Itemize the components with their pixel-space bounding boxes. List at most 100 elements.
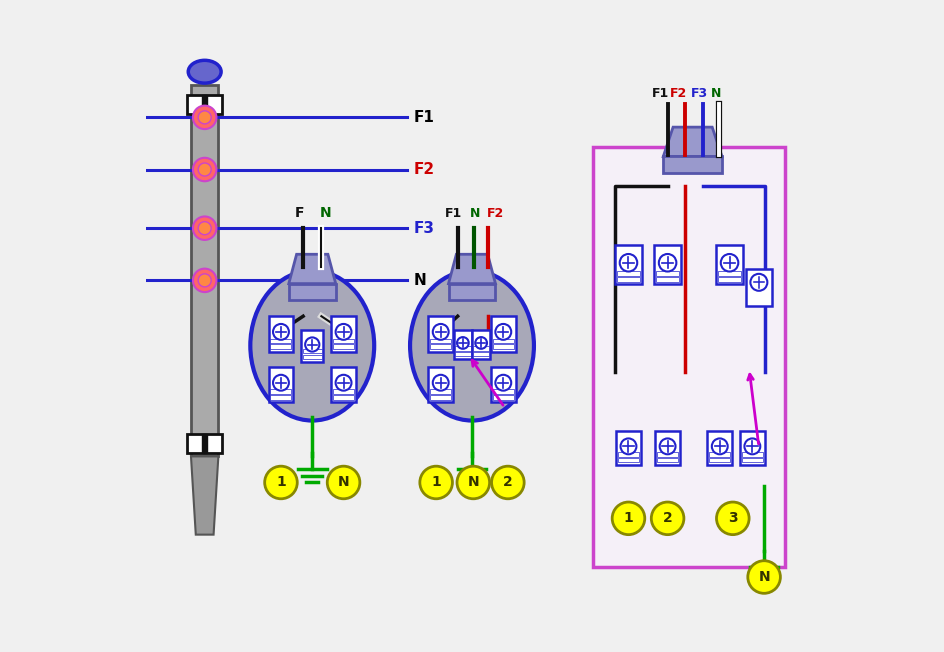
FancyBboxPatch shape bbox=[270, 344, 292, 349]
Circle shape bbox=[475, 337, 487, 349]
Circle shape bbox=[198, 274, 211, 287]
FancyBboxPatch shape bbox=[270, 338, 292, 343]
Text: N: N bbox=[758, 570, 770, 584]
FancyBboxPatch shape bbox=[473, 346, 489, 351]
Text: 2: 2 bbox=[663, 511, 672, 526]
Circle shape bbox=[745, 438, 760, 454]
Circle shape bbox=[492, 466, 524, 499]
Text: N: N bbox=[711, 87, 721, 100]
Text: N: N bbox=[470, 207, 480, 220]
Circle shape bbox=[305, 338, 319, 351]
Text: 1: 1 bbox=[276, 475, 286, 490]
FancyBboxPatch shape bbox=[430, 338, 451, 343]
Circle shape bbox=[198, 111, 211, 124]
Circle shape bbox=[619, 254, 637, 271]
Circle shape bbox=[193, 269, 216, 292]
Circle shape bbox=[457, 466, 490, 499]
FancyBboxPatch shape bbox=[493, 395, 514, 400]
Ellipse shape bbox=[250, 271, 374, 421]
FancyBboxPatch shape bbox=[430, 344, 451, 349]
Text: N: N bbox=[413, 273, 426, 288]
Circle shape bbox=[716, 502, 750, 535]
FancyBboxPatch shape bbox=[187, 434, 222, 453]
Circle shape bbox=[659, 254, 676, 271]
FancyBboxPatch shape bbox=[430, 389, 451, 394]
FancyBboxPatch shape bbox=[430, 395, 451, 400]
FancyBboxPatch shape bbox=[615, 245, 642, 284]
Text: N: N bbox=[319, 206, 331, 220]
FancyBboxPatch shape bbox=[657, 452, 678, 456]
FancyBboxPatch shape bbox=[187, 95, 222, 114]
Circle shape bbox=[748, 561, 781, 593]
Circle shape bbox=[721, 254, 738, 271]
FancyBboxPatch shape bbox=[269, 366, 294, 402]
FancyBboxPatch shape bbox=[333, 338, 354, 343]
FancyBboxPatch shape bbox=[493, 389, 514, 394]
Circle shape bbox=[620, 438, 636, 454]
FancyBboxPatch shape bbox=[593, 147, 785, 567]
FancyBboxPatch shape bbox=[202, 434, 208, 453]
FancyBboxPatch shape bbox=[742, 458, 763, 462]
Text: 3: 3 bbox=[728, 511, 737, 526]
FancyBboxPatch shape bbox=[303, 355, 322, 359]
FancyBboxPatch shape bbox=[472, 330, 490, 359]
Circle shape bbox=[273, 324, 289, 340]
Text: F2: F2 bbox=[669, 87, 687, 100]
Ellipse shape bbox=[410, 271, 534, 421]
Circle shape bbox=[336, 324, 351, 340]
FancyBboxPatch shape bbox=[618, 452, 639, 456]
FancyBboxPatch shape bbox=[616, 277, 640, 282]
Circle shape bbox=[198, 222, 211, 235]
FancyBboxPatch shape bbox=[331, 316, 356, 351]
Text: F3: F3 bbox=[691, 87, 708, 100]
FancyBboxPatch shape bbox=[742, 452, 763, 456]
FancyBboxPatch shape bbox=[493, 344, 514, 349]
FancyBboxPatch shape bbox=[491, 316, 515, 351]
Circle shape bbox=[712, 438, 728, 454]
FancyBboxPatch shape bbox=[270, 389, 292, 394]
FancyBboxPatch shape bbox=[191, 85, 218, 456]
FancyBboxPatch shape bbox=[717, 277, 741, 282]
FancyBboxPatch shape bbox=[664, 156, 722, 173]
FancyBboxPatch shape bbox=[740, 431, 765, 465]
Circle shape bbox=[328, 466, 360, 499]
FancyBboxPatch shape bbox=[655, 431, 680, 465]
FancyBboxPatch shape bbox=[270, 395, 292, 400]
Ellipse shape bbox=[188, 61, 221, 83]
Circle shape bbox=[496, 375, 512, 391]
FancyBboxPatch shape bbox=[709, 452, 731, 456]
FancyBboxPatch shape bbox=[657, 458, 678, 462]
FancyBboxPatch shape bbox=[717, 271, 741, 276]
FancyBboxPatch shape bbox=[429, 366, 453, 402]
Circle shape bbox=[612, 502, 645, 535]
Circle shape bbox=[264, 466, 297, 499]
Circle shape bbox=[651, 502, 683, 535]
FancyBboxPatch shape bbox=[333, 395, 354, 400]
Circle shape bbox=[273, 375, 289, 391]
FancyBboxPatch shape bbox=[746, 269, 772, 306]
FancyBboxPatch shape bbox=[289, 284, 336, 300]
Text: N: N bbox=[338, 475, 349, 490]
Text: N: N bbox=[467, 475, 480, 490]
FancyBboxPatch shape bbox=[491, 366, 515, 402]
Polygon shape bbox=[191, 456, 218, 535]
Text: 2: 2 bbox=[503, 475, 513, 490]
Circle shape bbox=[193, 158, 216, 181]
FancyBboxPatch shape bbox=[656, 277, 680, 282]
FancyBboxPatch shape bbox=[429, 316, 453, 351]
Circle shape bbox=[432, 375, 448, 391]
Circle shape bbox=[420, 466, 452, 499]
FancyBboxPatch shape bbox=[454, 330, 472, 359]
Text: F1: F1 bbox=[446, 207, 463, 220]
FancyBboxPatch shape bbox=[202, 95, 208, 114]
FancyBboxPatch shape bbox=[493, 338, 514, 343]
FancyBboxPatch shape bbox=[716, 245, 743, 284]
Circle shape bbox=[660, 438, 676, 454]
Circle shape bbox=[457, 337, 469, 349]
FancyBboxPatch shape bbox=[656, 271, 680, 276]
FancyBboxPatch shape bbox=[654, 245, 682, 284]
Circle shape bbox=[193, 106, 216, 129]
FancyBboxPatch shape bbox=[618, 458, 639, 462]
FancyBboxPatch shape bbox=[333, 344, 354, 349]
FancyBboxPatch shape bbox=[448, 284, 496, 300]
